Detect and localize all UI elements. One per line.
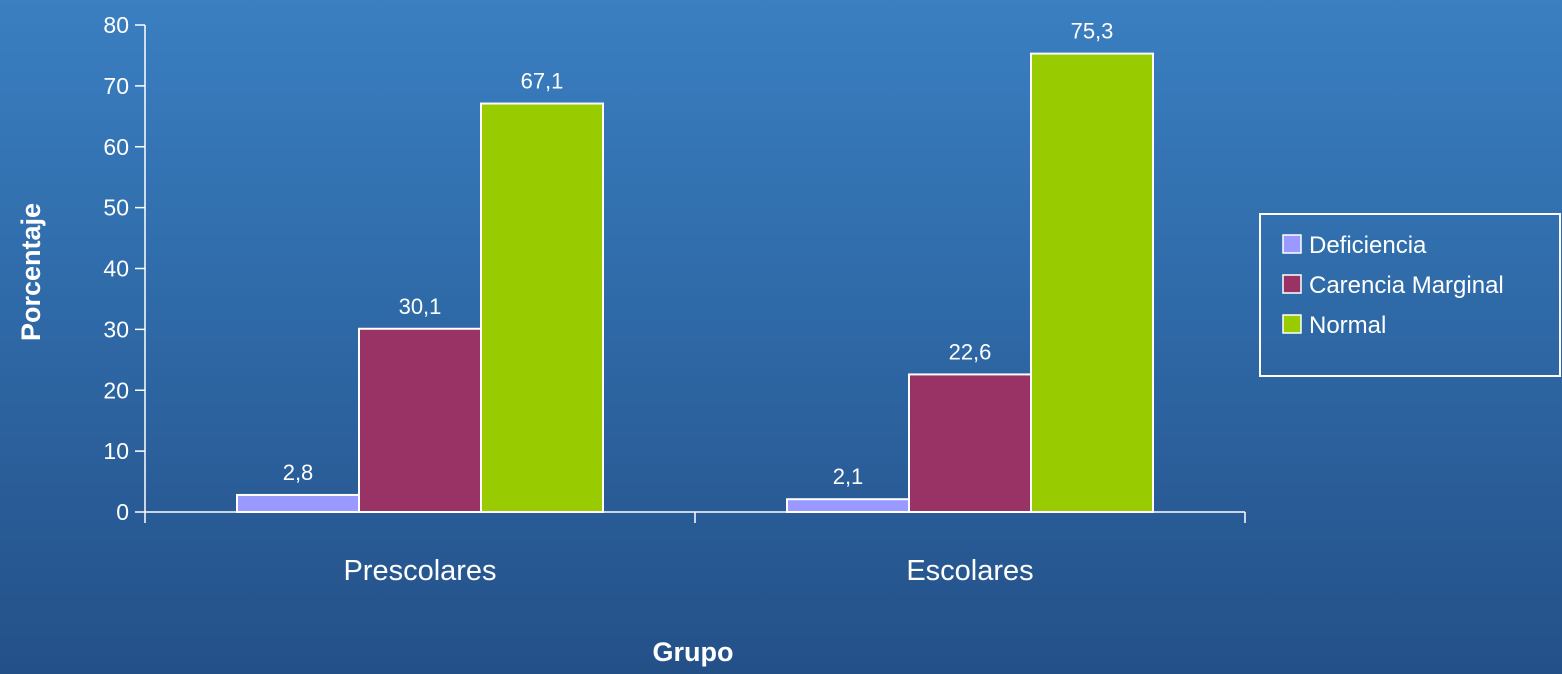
bar-deficiencia-prescolares (236, 493, 360, 513)
x-axis: Prescolares Escolares (144, 511, 1246, 587)
data-label: 2,8 (283, 460, 314, 485)
y-tick-label: 60 (103, 134, 129, 160)
legend-swatch (1282, 234, 1302, 254)
legend-swatch (1282, 314, 1302, 334)
legend-label: Normal (1309, 312, 1386, 339)
legend-label: Carencia Marginal (1309, 272, 1504, 299)
x-axis-title: Grupo (653, 637, 734, 667)
legend-box (1259, 213, 1561, 377)
bar-carencia-marginal-escolares (908, 373, 1032, 513)
y-tick-label: 30 (103, 316, 129, 342)
y-tick-label: 0 (116, 499, 129, 525)
data-labels: 2,8 30,1 67,1 2,1 22,6 75,3 (283, 19, 1114, 490)
data-label: 2,1 (833, 464, 864, 489)
y-tick-label: 20 (103, 377, 129, 403)
bar-deficiencia-escolares (786, 498, 910, 513)
data-label: 30,1 (399, 294, 442, 319)
bars (236, 52, 1154, 514)
y-tick-label: 10 (103, 438, 129, 464)
y-tick-label: 80 (103, 12, 129, 38)
legend-label: Deficiencia (1309, 232, 1427, 259)
y-axis: 0 10 20 30 40 50 60 70 80 (103, 12, 146, 525)
legend: Deficiencia Carencia Marginal Normal (1259, 213, 1561, 377)
data-label: 22,6 (949, 339, 992, 364)
bar-normal-escolares (1030, 52, 1154, 514)
y-tick-label: 50 (103, 195, 129, 221)
bar-normal-prescolares (480, 102, 604, 513)
bar-carencia-marginal-prescolares (358, 327, 482, 513)
data-label: 75,3 (1071, 19, 1114, 44)
y-axis-title: Porcentaje (16, 203, 46, 341)
data-label: 67,1 (521, 69, 564, 94)
x-category-label: Prescolares (343, 555, 496, 587)
x-category-label: Escolares (906, 555, 1033, 587)
y-tick-label: 40 (103, 256, 129, 282)
legend-swatch (1282, 274, 1302, 294)
y-tick-label: 70 (103, 73, 129, 99)
